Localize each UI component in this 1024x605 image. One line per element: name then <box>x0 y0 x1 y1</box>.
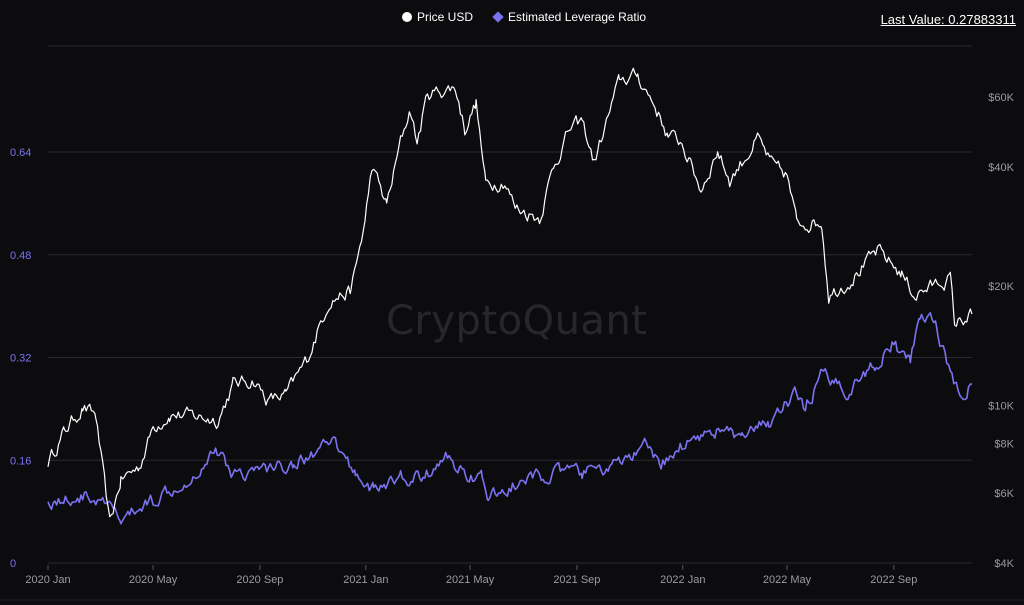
series-lines <box>47 67 973 525</box>
x-tick-label: 2020 Jan <box>25 574 70 586</box>
leverage-ratio-line <box>47 312 973 525</box>
right-tick-label: $20K <box>988 281 1014 293</box>
x-tick-label: 2021 Sep <box>553 574 600 586</box>
x-tick-label: 2020 May <box>129 574 178 586</box>
price-usd-line <box>47 67 973 518</box>
x-tick-label: 2022 Sep <box>870 574 917 586</box>
legend-item-leverage[interactable]: Estimated Leverage Ratio <box>492 10 647 24</box>
circle-icon <box>402 12 412 22</box>
right-tick-label: $10K <box>988 400 1014 412</box>
right-tick-label: $6K <box>994 488 1014 500</box>
grid-lines <box>0 45 1024 601</box>
left-tick-label: 0.32 <box>10 353 31 365</box>
x-tick-label: 2021 May <box>446 574 495 586</box>
left-tick-label: 0.64 <box>10 147 31 159</box>
right-axis: $4K $6K $8K $10K $20K $40K $60K <box>988 92 1014 570</box>
last-value-link[interactable]: Last Value: 0.27883311 <box>880 12 1016 27</box>
left-tick-label: 0 <box>10 558 16 570</box>
watermark-logo: CryptoQuant <box>386 298 648 344</box>
x-tick-label: 2022 May <box>763 574 812 586</box>
right-tick-label: $60K <box>988 92 1014 104</box>
x-axis: 2020 Jan 2020 May 2020 Sep 2021 Jan 2021 May… <box>25 565 917 586</box>
x-tick-label: 2022 Jan <box>660 574 705 586</box>
legend: Price USD Estimated Leverage Ratio <box>0 10 1024 30</box>
x-tick-label: 2021 Jan <box>343 574 388 586</box>
legend-item-price[interactable]: Price USD <box>402 10 473 24</box>
left-axis: 0 0.16 0.32 0.48 0.64 <box>10 147 31 570</box>
legend-label-price: Price USD <box>417 10 474 24</box>
right-tick-label: $4K <box>994 558 1014 570</box>
legend-label-leverage: Estimated Leverage Ratio <box>508 10 647 24</box>
right-tick-label: $8K <box>994 439 1014 451</box>
left-tick-label: 0.48 <box>10 250 31 262</box>
x-tick-label: 2020 Sep <box>236 574 283 586</box>
left-tick-label: 0.16 <box>10 455 31 467</box>
diamond-icon <box>492 11 504 23</box>
right-tick-label: $40K <box>988 162 1014 174</box>
